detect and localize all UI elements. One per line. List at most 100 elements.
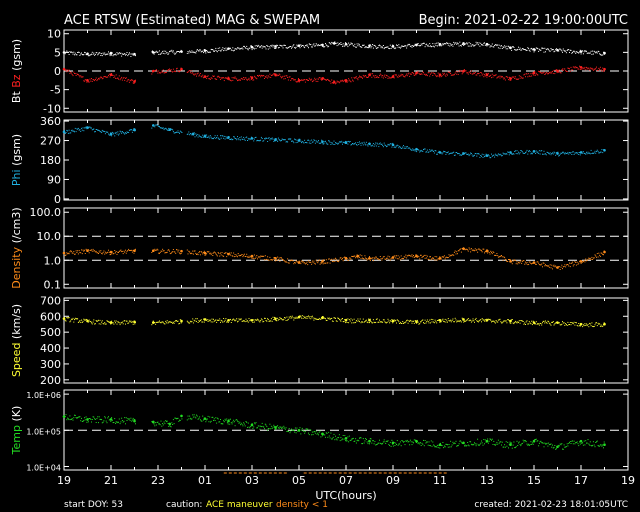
trace-dot: [265, 137, 267, 139]
trace-dot: [125, 423, 126, 425]
trace-dot: [428, 441, 430, 443]
trace-dot: [330, 82, 332, 84]
trace-dot: [69, 321, 71, 323]
trace-dot: [528, 445, 530, 446]
trace-dot: [582, 152, 584, 154]
x-tick-label: 19: [57, 474, 71, 487]
trace-dot: [168, 127, 170, 129]
trace-dot: [166, 420, 168, 422]
trace-dot: [339, 141, 341, 143]
trace-dot: [82, 420, 84, 422]
trace-dot: [167, 130, 169, 131]
trace-dot: [311, 263, 313, 265]
trace-dot: [352, 438, 353, 440]
y-axis-label-speed: Speed (km/s): [10, 304, 23, 377]
trace-dot: [216, 319, 218, 321]
trace-dot: [288, 138, 290, 140]
trace-dot: [287, 430, 289, 432]
trace-dot: [165, 71, 167, 73]
trace-dot: [104, 54, 106, 56]
trace-dot: [443, 256, 445, 258]
trace-dot: [598, 67, 600, 69]
trace-dot: [457, 445, 459, 447]
trace-dot: [89, 249, 91, 251]
trace-dot: [367, 258, 369, 260]
trace-dot: [234, 48, 236, 50]
trace-dot: [243, 77, 245, 78]
trace-dot: [593, 257, 595, 259]
trace-dot: [119, 79, 121, 81]
trace-dot: [506, 45, 508, 47]
trace-dot: [377, 258, 379, 260]
trace-dot: [273, 257, 275, 259]
trace-dot: [87, 127, 89, 129]
trace-dot: [175, 320, 177, 322]
trace-dot: [563, 50, 565, 51]
trace-dot: [84, 253, 86, 254]
trace-dot: [358, 320, 360, 322]
trace-dot: [528, 48, 530, 50]
data-point: [203, 251, 207, 255]
trace-dot: [254, 76, 256, 78]
trace-dot: [218, 76, 220, 78]
trace-dot: [364, 440, 366, 442]
trace-dot: [94, 53, 96, 55]
trace-dot: [462, 442, 464, 443]
trace-dot: [304, 317, 306, 319]
trace-dot: [87, 52, 89, 54]
trace-dot: [388, 144, 390, 146]
trace-dot: [570, 324, 572, 326]
trace-dot: [595, 255, 597, 257]
trace-dot: [248, 77, 250, 79]
trace-dot: [105, 131, 107, 133]
trace-dot: [87, 321, 89, 323]
trace-dot: [189, 320, 191, 322]
trace-dot: [452, 74, 454, 76]
trace-dot: [491, 253, 493, 255]
trace-dot: [337, 261, 339, 262]
trace-dot: [499, 256, 501, 258]
trace-dot: [538, 71, 540, 72]
y-axis-label-part: Phi: [10, 169, 23, 186]
trace-dot: [396, 319, 398, 321]
trace-dot: [168, 425, 170, 427]
trace-dot: [464, 43, 466, 45]
trace-dot: [289, 76, 291, 78]
trace-dot: [257, 44, 259, 46]
trace-dot: [298, 316, 299, 318]
trace-dot: [322, 316, 324, 318]
trace-dot: [416, 45, 418, 47]
trace-dot: [83, 80, 85, 82]
trace-dot: [399, 146, 401, 148]
trace-dot: [359, 44, 360, 46]
trace-dot: [298, 78, 299, 80]
trace-dot: [380, 443, 382, 445]
trace-dot: [425, 442, 427, 444]
trace-dot: [247, 426, 248, 428]
trace-dot: [303, 142, 305, 144]
trace-dot: [162, 321, 164, 323]
trace-dot: [519, 322, 521, 324]
trace-dot: [334, 81, 336, 83]
trace-dot: [291, 259, 292, 261]
trace-dot: [445, 443, 447, 445]
trace-dot: [363, 141, 365, 143]
trace-dot: [567, 264, 569, 266]
trace-dot: [472, 318, 474, 320]
trace-dot: [383, 48, 385, 50]
trace-dot: [506, 153, 508, 155]
trace-dot: [407, 441, 409, 443]
trace-dot: [479, 443, 481, 445]
trace-dot: [372, 319, 374, 321]
trace-dot: [418, 442, 420, 444]
trace-dot: [126, 250, 128, 252]
trace-dot: [310, 142, 312, 144]
trace-dot: [155, 51, 157, 53]
trace-dot: [403, 76, 405, 78]
trace-dot: [491, 251, 492, 253]
trace-dot: [338, 259, 340, 261]
trace-dot: [575, 322, 577, 324]
trace-dot: [433, 259, 435, 261]
trace-dot: [430, 46, 432, 48]
trace-dot: [128, 418, 130, 420]
